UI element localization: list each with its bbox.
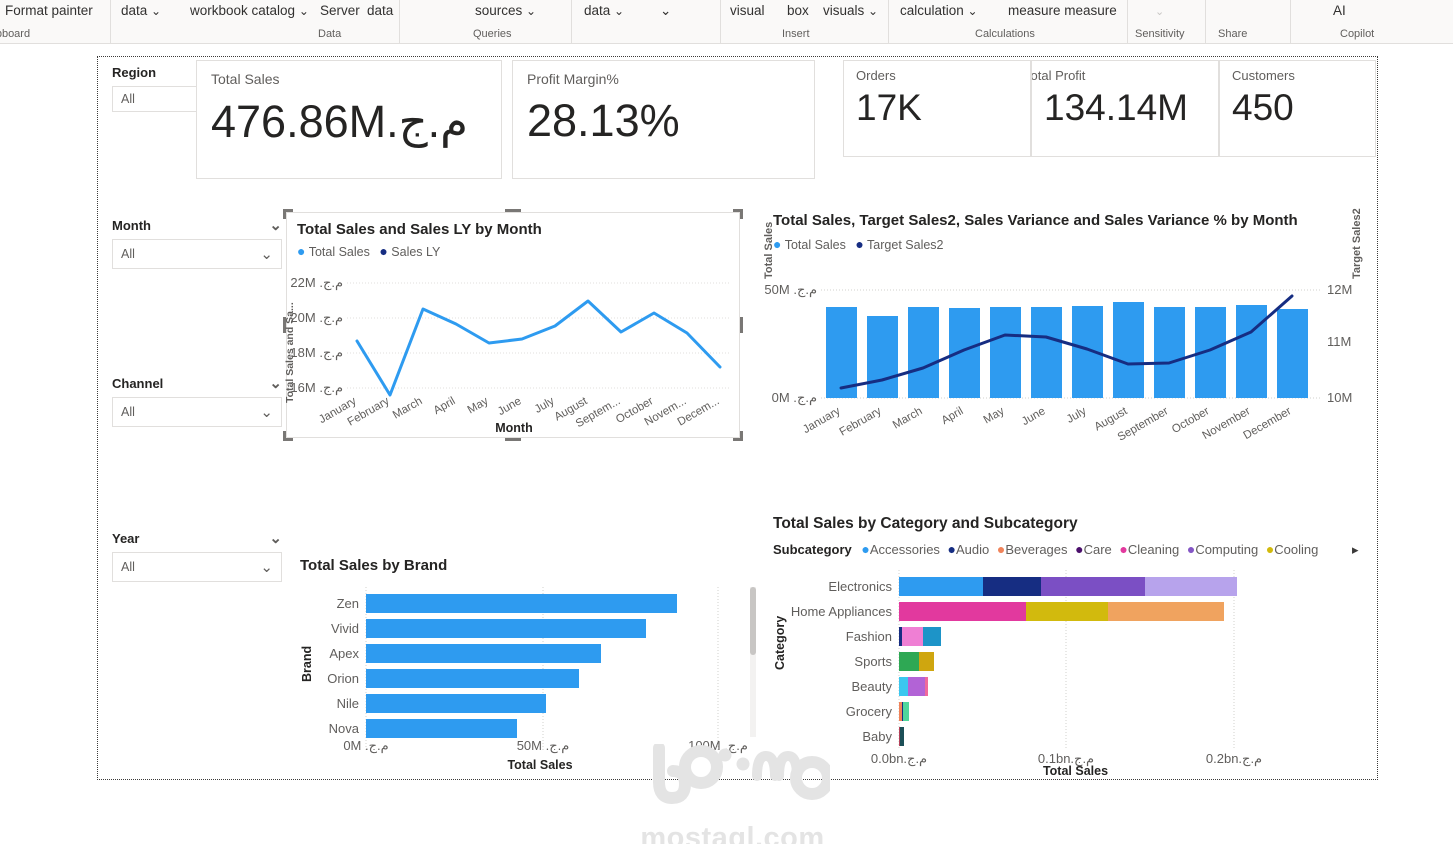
svg-text:12M: 12M: [1327, 282, 1352, 297]
svg-text:January: January: [801, 405, 843, 436]
svg-text:Apex: Apex: [329, 646, 359, 661]
svg-text:11M: 11M: [1327, 334, 1351, 349]
svg-text:0M .م.ج: 0M .م.ج: [343, 738, 388, 754]
svg-text:Nile: Nile: [337, 696, 359, 711]
svg-text:June: June: [496, 395, 524, 418]
svg-text:Vivid: Vivid: [331, 621, 359, 636]
svg-text:May: May: [466, 395, 491, 416]
svg-text:0M .م.ج: 0M .م.ج: [772, 390, 817, 406]
svg-text:50M .م.ج: 50M .م.ج: [764, 282, 817, 298]
svg-text:May: May: [982, 405, 1007, 426]
svg-text:Category: Category: [773, 616, 787, 670]
svg-text:18M .م.ج: 18M .م.ج: [290, 345, 343, 361]
svg-text:Grocery: Grocery: [846, 704, 893, 719]
svg-text:April: April: [940, 405, 966, 427]
svg-text:Zen: Zen: [337, 596, 359, 611]
svg-text:February: February: [838, 405, 884, 439]
svg-text:22M .م.ج: 22M .م.ج: [290, 275, 343, 291]
svg-text:Nova: Nova: [329, 721, 360, 736]
svg-text:April: April: [432, 395, 458, 417]
svg-text:16M .م.ج: 16M .م.ج: [290, 380, 343, 396]
svg-text:July: July: [1065, 405, 1089, 426]
svg-text:10M: 10M: [1327, 390, 1352, 405]
svg-text:Fashion: Fashion: [846, 629, 892, 644]
svg-text:20M .م.ج: 20M .م.ج: [290, 310, 343, 326]
svg-text:50M .م.ج: 50M .م.ج: [517, 738, 570, 754]
svg-text:June: June: [1020, 405, 1048, 428]
svg-text:Home Appliances: Home Appliances: [791, 604, 893, 619]
svg-text:Beauty: Beauty: [852, 679, 893, 694]
svg-text:Orion: Orion: [327, 671, 359, 686]
svg-text:Sports: Sports: [854, 654, 892, 669]
svg-text:March: March: [391, 395, 425, 421]
svg-text:Baby: Baby: [862, 729, 892, 744]
svg-text:Electronics: Electronics: [828, 579, 892, 594]
svg-text:March: March: [891, 405, 925, 431]
svg-text:Brand: Brand: [300, 646, 314, 682]
svg-text:Total Sales: Total Sales: [507, 758, 572, 772]
